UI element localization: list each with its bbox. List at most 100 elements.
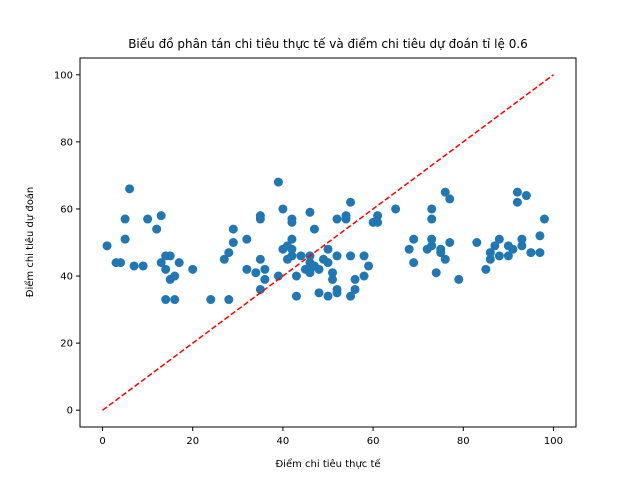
data-point	[494, 251, 504, 261]
data-point	[512, 187, 522, 197]
data-point	[323, 291, 333, 301]
axes-frame	[79, 57, 577, 428]
data-point	[323, 244, 333, 254]
data-point	[242, 234, 252, 244]
data-point	[156, 211, 166, 221]
data-point	[427, 214, 437, 224]
data-point	[346, 251, 356, 261]
data-point	[445, 238, 455, 247]
data-point	[323, 258, 333, 268]
data-point	[391, 204, 401, 214]
data-point	[409, 234, 419, 244]
y-tick-label: 80	[60, 137, 73, 148]
data-point	[224, 248, 234, 258]
data-point	[287, 251, 297, 261]
data-point	[116, 258, 126, 268]
data-point	[305, 207, 315, 217]
data-point	[454, 274, 464, 284]
data-point	[332, 214, 342, 224]
data-point	[427, 241, 437, 251]
data-point	[481, 264, 491, 274]
x-tick-label: 20	[186, 436, 199, 447]
data-point	[431, 268, 441, 278]
x-axis-label: Điểm chi tiêu thực tế	[275, 457, 381, 470]
data-point	[494, 234, 504, 244]
data-point	[174, 258, 184, 268]
data-point	[125, 184, 135, 194]
data-point	[503, 251, 513, 261]
data-point	[278, 204, 288, 214]
data-point	[161, 264, 171, 274]
data-point	[485, 254, 495, 264]
data-point	[287, 234, 297, 244]
data-point	[526, 248, 536, 258]
data-point	[296, 251, 306, 261]
data-point	[228, 224, 238, 234]
data-point	[228, 238, 238, 247]
data-point	[170, 295, 180, 305]
y-axis-label: Điểm chi tiêu dự đoán	[23, 187, 36, 298]
data-point	[273, 177, 283, 187]
data-point	[170, 271, 180, 281]
data-point	[255, 214, 265, 224]
data-point	[314, 288, 324, 298]
data-point	[287, 244, 297, 254]
data-point	[539, 214, 549, 224]
chart-title: Biểu đồ phân tán chi tiêu thực tế và điể…	[128, 37, 528, 51]
data-point	[309, 224, 319, 234]
data-point	[255, 284, 265, 294]
data-point	[485, 248, 495, 258]
data-point	[512, 197, 522, 207]
x-tick-label: 100	[544, 436, 563, 447]
data-point	[251, 268, 261, 278]
data-point	[328, 274, 338, 284]
data-point	[436, 248, 446, 258]
data-point	[291, 271, 301, 281]
data-point	[350, 274, 360, 284]
data-point	[165, 251, 175, 261]
y-tick-label: 100	[54, 70, 73, 81]
data-point	[521, 191, 531, 201]
data-point	[120, 234, 130, 244]
data-point	[440, 254, 450, 264]
data-point	[305, 268, 315, 278]
data-point	[152, 224, 162, 234]
data-point	[373, 217, 383, 227]
data-point	[535, 248, 545, 258]
data-point	[409, 258, 419, 268]
data-point	[188, 264, 198, 274]
data-point	[328, 268, 338, 278]
data-point	[287, 217, 297, 227]
data-point	[129, 261, 139, 271]
data-point	[161, 295, 171, 305]
data-point	[350, 284, 360, 294]
data-point	[156, 258, 166, 268]
data-point	[219, 254, 229, 264]
data-point	[427, 204, 437, 214]
data-point	[445, 194, 455, 204]
data-point	[490, 241, 500, 251]
y-tick-label: 40	[60, 272, 73, 283]
y-tick-label: 20	[60, 339, 73, 350]
data-point	[508, 244, 518, 254]
data-point	[341, 214, 351, 224]
data-point	[517, 241, 527, 251]
data-point	[404, 244, 414, 254]
data-point	[332, 288, 342, 298]
data-point	[120, 214, 130, 224]
data-point	[273, 271, 283, 281]
data-point	[260, 264, 270, 274]
x-tick-label: 0	[99, 436, 105, 447]
data-point	[314, 264, 324, 274]
data-point	[364, 261, 374, 271]
x-tick-label: 60	[367, 436, 380, 447]
x-tick-label: 80	[457, 436, 470, 447]
y-tick-label: 0	[67, 406, 73, 417]
reference-line	[102, 74, 554, 411]
data-point	[255, 254, 265, 264]
data-point	[332, 251, 342, 261]
data-point	[440, 187, 450, 197]
data-point	[242, 264, 252, 274]
